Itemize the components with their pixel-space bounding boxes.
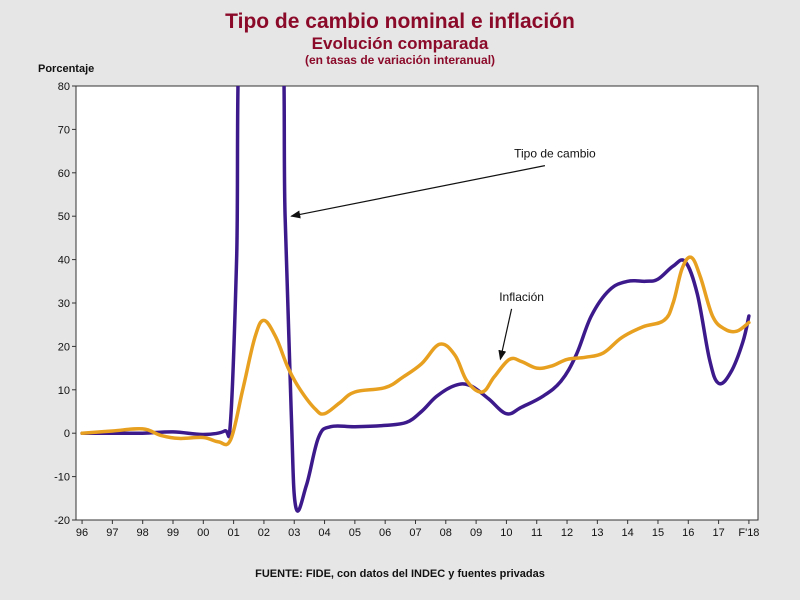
y-tick-label: 10	[58, 385, 70, 397]
x-tick-label: 97	[106, 527, 118, 539]
x-tick-label: 99	[167, 527, 179, 539]
x-tick-label: 12	[561, 527, 573, 539]
x-tick-label: 04	[318, 527, 330, 539]
x-tick-label: 06	[379, 527, 391, 539]
series-line-tipo-de-cambio	[80, 86, 751, 513]
y-tick-label: -20	[54, 515, 70, 527]
y-tick-label: 40	[58, 255, 70, 267]
x-tick-label: 08	[440, 527, 452, 539]
x-tick-label: 14	[622, 527, 634, 539]
x-tick-label: 16	[682, 527, 694, 539]
x-tick-label: 00	[197, 527, 209, 539]
y-tick-label: 50	[58, 211, 70, 223]
annotation-label: Inflación	[499, 290, 544, 304]
annotation-arrow	[498, 308, 513, 361]
source-note: FUENTE: FIDE, con datos del INDEC y fuen…	[255, 568, 545, 580]
x-tick-label: 17	[712, 527, 724, 539]
chart-subtitle: Evolución comparada	[311, 34, 489, 53]
x-tick-label: 96	[76, 527, 88, 539]
y-tick-label: -10	[54, 472, 70, 484]
y-axis-label: Porcentaje	[38, 63, 95, 75]
x-tick-label: 09	[470, 527, 482, 539]
x-tick-label: F'18	[738, 527, 759, 539]
annotations: Tipo de cambio Inflación	[290, 147, 596, 361]
x-tick-label: 13	[591, 527, 603, 539]
y-tick-label: 20	[58, 341, 70, 353]
x-tick-label: 10	[500, 527, 512, 539]
x-tick-label: 98	[137, 527, 149, 539]
y-tick-label: 80	[58, 81, 70, 93]
series-line-inflacion	[80, 255, 751, 447]
annotation-arrow	[290, 165, 546, 219]
plot-area	[75, 85, 759, 521]
series-lines	[80, 86, 751, 513]
x-tick-label: 15	[652, 527, 664, 539]
chart-title: Tipo de cambio nominal e inflación	[225, 10, 575, 33]
y-tick-label: 70	[58, 124, 70, 136]
x-tick-label: 07	[409, 527, 421, 539]
x-tick-label: 01	[227, 527, 239, 539]
y-axis: 80 70 60 50 40 30 20 10 0 -10 -20	[54, 81, 76, 527]
x-tick-label: 03	[288, 527, 300, 539]
x-tick-label: 11	[531, 527, 542, 539]
y-tick-label: 30	[58, 298, 70, 310]
chart-subtitle-units: (en tasas de variación interanual)	[304, 53, 496, 67]
x-axis: 96 97 98 99 00 01 02 03 04 05 06 07 08 09 10 11 12 13 14 15…	[76, 520, 759, 539]
annotation-label: Tipo de cambio	[514, 147, 596, 161]
y-tick-label: 0	[64, 428, 70, 440]
y-tick-label: 60	[58, 168, 70, 180]
x-tick-label: 02	[258, 527, 270, 539]
x-tick-label: 05	[349, 527, 361, 539]
